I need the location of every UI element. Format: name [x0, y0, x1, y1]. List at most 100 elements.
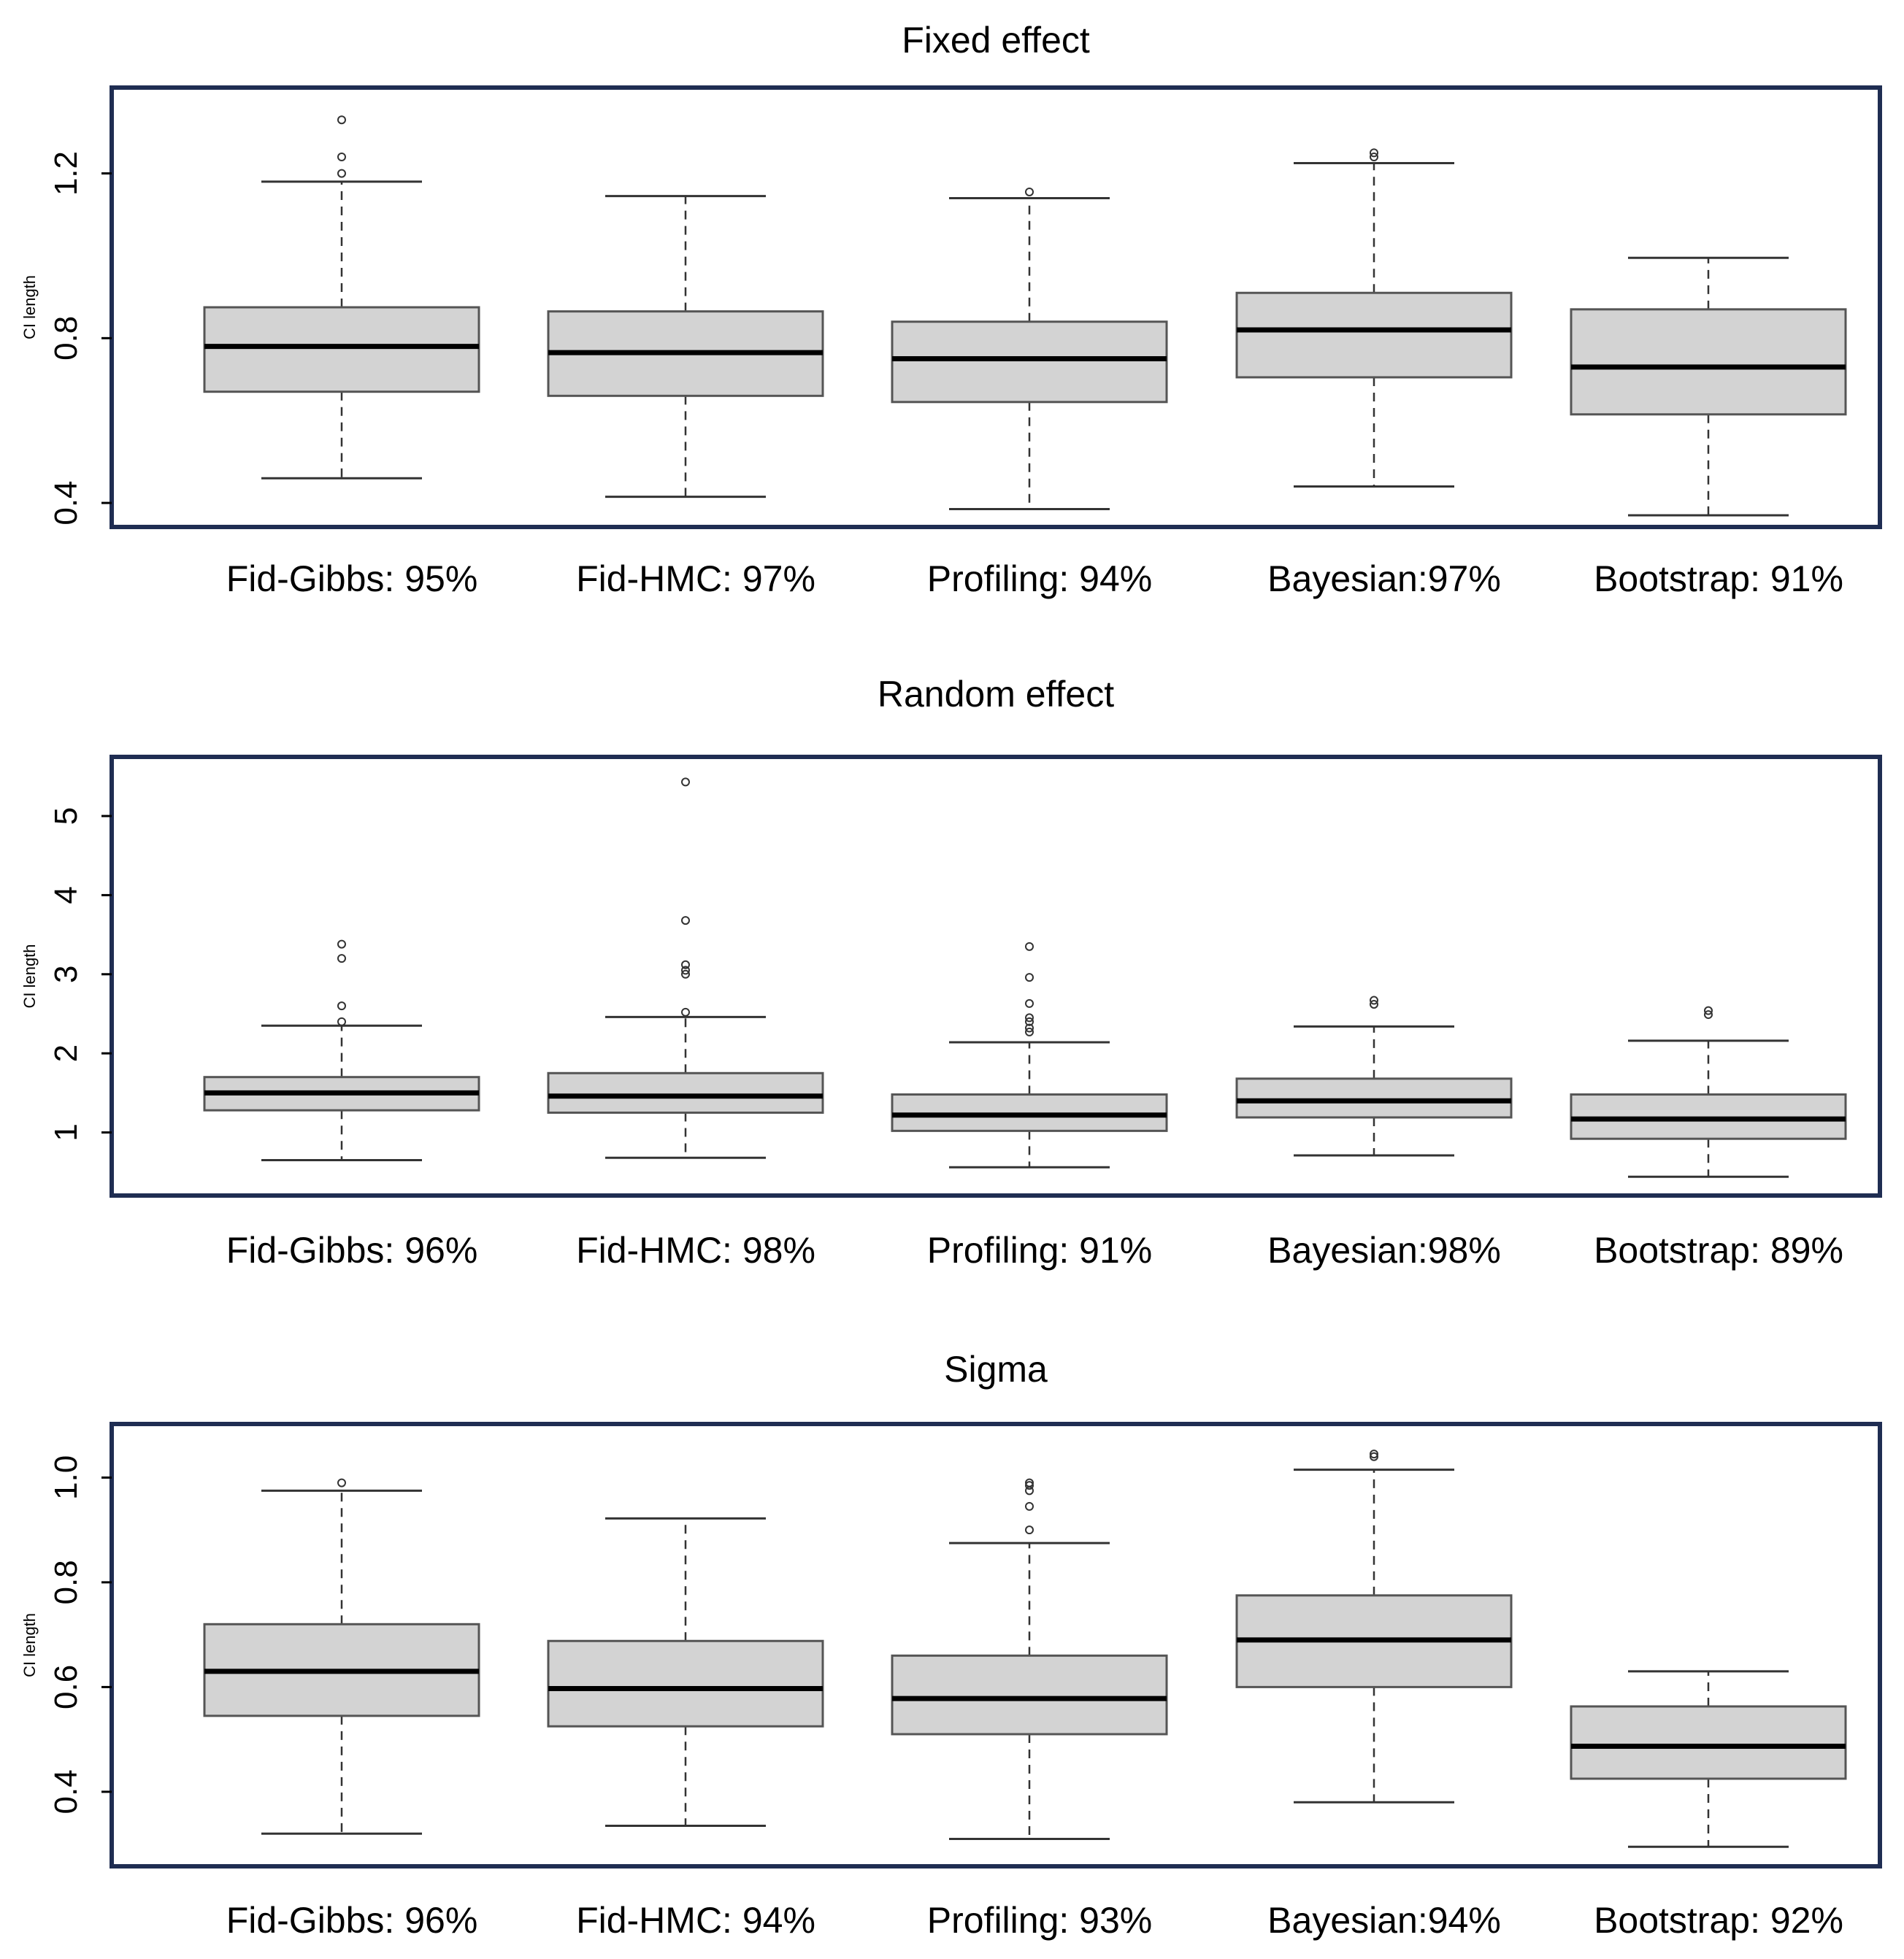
- outlier-point: [681, 916, 690, 925]
- outlier-point: [1370, 153, 1378, 162]
- iqr-box: [1235, 1077, 1513, 1119]
- y-axis-label: CI length: [20, 275, 39, 339]
- y-tick-label: 0.4: [48, 1769, 84, 1814]
- category-label: Bayesian:97%: [1267, 558, 1501, 599]
- outlier-point: [337, 1478, 346, 1487]
- category-label: Fid-HMC: 98%: [576, 1230, 815, 1271]
- category-label: Bayesian:98%: [1267, 1230, 1501, 1271]
- y-axis: 1 2 3 4 5: [48, 807, 112, 1142]
- iqr-box: [1235, 291, 1513, 379]
- y-axis-label: CI length: [20, 1613, 39, 1677]
- y-tick-label: 2: [48, 1044, 84, 1062]
- outlier-point: [1025, 973, 1034, 982]
- panel-3: Sigma 0.4 0.6 0.8 1.0 CI length Fid-Gibbs: 96%…: [20, 1349, 1882, 1941]
- outlier-point: [337, 1017, 346, 1026]
- panel-title: Sigma: [944, 1349, 1048, 1390]
- box-1: [203, 115, 480, 480]
- y-tick-label: 1.0: [48, 1455, 84, 1500]
- y-tick-label: 4: [48, 886, 84, 904]
- box-2: [547, 195, 824, 499]
- panel-title: Fixed effect: [902, 20, 1090, 61]
- outlier-point: [1025, 1027, 1034, 1036]
- y-tick-label: 1: [48, 1123, 84, 1141]
- category-label: Profiling: 91%: [927, 1230, 1153, 1271]
- outlier-point: [1370, 999, 1378, 1009]
- y-tick-label: 5: [48, 807, 84, 825]
- iqr-box: [1570, 308, 1847, 416]
- category-label: Profiling: 94%: [927, 558, 1153, 599]
- outlier-point: [337, 954, 346, 963]
- y-axis: 0.4 0.6 0.8 1.0: [48, 1455, 112, 1814]
- outlier-point: [1025, 1023, 1034, 1033]
- plot-frame: [110, 1422, 1882, 1868]
- outlier-point: [1025, 1501, 1034, 1511]
- iqr-box: [547, 1639, 824, 1728]
- category-label: Bayesian:94%: [1267, 1900, 1501, 1941]
- y-axis-label: CI length: [20, 944, 39, 1008]
- outlier-point: [337, 169, 346, 178]
- outlier-point: [1025, 998, 1034, 1008]
- y-tick-label: 0.6: [48, 1665, 84, 1709]
- y-tick-label: 3: [48, 966, 84, 983]
- category-label: Bootstrap: 89%: [1594, 1230, 1843, 1271]
- outlier-point: [1025, 1478, 1034, 1487]
- outlier-point: [1025, 942, 1034, 951]
- category-label: Profiling: 93%: [927, 1900, 1153, 1941]
- outlier-point: [681, 960, 690, 969]
- outlier-point: [1370, 1452, 1378, 1461]
- box-5: [1570, 256, 1847, 517]
- box-1: [203, 1478, 480, 1835]
- panel-1: Fixed effect 0.4 0.8 1.2 CI length Fid-Gibbs:…: [20, 20, 1882, 599]
- outlier-point: [681, 966, 690, 975]
- box-3: [891, 942, 1168, 1169]
- outlier-point: [337, 939, 346, 949]
- category-label: Fid-Gibbs: 96%: [226, 1230, 478, 1271]
- box-2: [547, 777, 824, 1159]
- outlier-point: [1370, 996, 1378, 1005]
- panel-title: Random effect: [878, 674, 1114, 715]
- outlier-point: [337, 153, 346, 162]
- category-label: Fid-Gibbs: 96%: [226, 1900, 478, 1941]
- category-label: Bootstrap: 92%: [1594, 1900, 1843, 1941]
- box-3: [891, 1478, 1168, 1840]
- category-label: Fid-HMC: 97%: [576, 558, 815, 599]
- y-axis: 0.4 0.8 1.2: [48, 151, 112, 526]
- outlier-point: [1370, 1450, 1378, 1459]
- iqr-box: [203, 306, 480, 393]
- outlier-point: [681, 777, 690, 787]
- outlier-point: [1025, 1013, 1034, 1023]
- plot-frame: [110, 85, 1882, 529]
- iqr-box: [891, 320, 1168, 404]
- outlier-point: [1370, 148, 1378, 158]
- outlier-point: [1704, 1010, 1713, 1020]
- outlier-point: [681, 1007, 690, 1017]
- y-tick-label: 0.8: [48, 316, 84, 361]
- box-3: [891, 187, 1168, 511]
- outlier-point: [1025, 1525, 1034, 1535]
- outlier-point: [1025, 187, 1034, 196]
- outlier-point: [1025, 1481, 1034, 1490]
- box-2: [547, 1517, 824, 1828]
- box-4: [1235, 996, 1513, 1157]
- outlier-point: [681, 969, 690, 979]
- y-tick-label: 1.2: [48, 151, 84, 196]
- box-4: [1235, 148, 1513, 488]
- box-5: [1570, 1670, 1847, 1848]
- iqr-box: [547, 1071, 824, 1114]
- box-1: [203, 939, 480, 1161]
- iqr-box: [891, 1654, 1168, 1736]
- outlier-point: [1704, 1006, 1713, 1015]
- outlier-point: [1025, 1017, 1034, 1026]
- panel-2: Random effect 1 2 3 4 5 CI length Fid-Gibbs: 96…: [20, 674, 1882, 1271]
- box-4: [1235, 1450, 1513, 1804]
- iqr-box: [1570, 1705, 1847, 1780]
- category-label: Bootstrap: 91%: [1594, 558, 1843, 599]
- outlier-point: [337, 1001, 346, 1011]
- y-tick-label: 0.4: [48, 480, 84, 525]
- box-5: [1570, 1006, 1847, 1178]
- y-tick-label: 0.8: [48, 1560, 84, 1604]
- category-label: Fid-Gibbs: 95%: [226, 558, 478, 599]
- category-label: Fid-HMC: 94%: [576, 1900, 815, 1941]
- outlier-point: [337, 115, 346, 125]
